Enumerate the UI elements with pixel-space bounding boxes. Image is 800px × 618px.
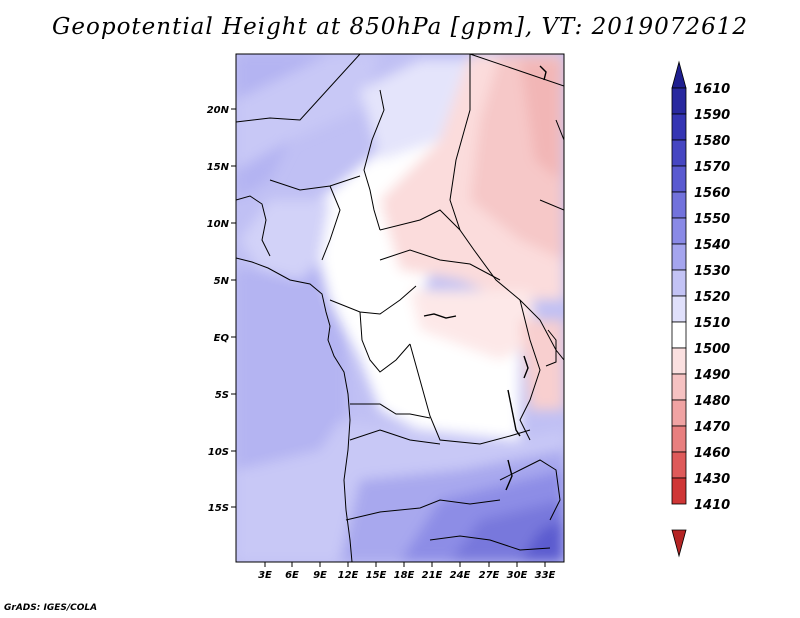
colorbar-level-label: 1490 bbox=[694, 368, 730, 383]
colorbar-cells bbox=[671, 87, 687, 505]
colorbar-level-label: 1470 bbox=[694, 420, 730, 435]
colorbar-level-label: 1510 bbox=[694, 316, 730, 331]
lat-label: EQ bbox=[214, 333, 230, 344]
lat-ticks bbox=[231, 108, 236, 508]
lon-label: 9E bbox=[313, 570, 327, 581]
lat-label: 15N bbox=[207, 162, 230, 173]
colorbar-labels: 1610 1590 1580 1570 1560 1550 1540 1530 1520 1510… bbox=[694, 82, 730, 513]
lat-labels: 20N 15N 10N 5N EQ 5S 10S 15S bbox=[207, 105, 230, 514]
colorbar-level-label: 1590 bbox=[694, 108, 730, 123]
lon-labels: 3E 6E 9E 12E 15E 18E 21E 24E 27E 30E 33E bbox=[258, 570, 555, 581]
lon-label: 6E bbox=[285, 570, 299, 581]
lat-label: 10N bbox=[207, 219, 230, 230]
colorbar-level-label: 1540 bbox=[694, 238, 730, 253]
colorbar-cell bbox=[671, 321, 687, 349]
lon-label: 30E bbox=[507, 570, 528, 581]
lat-label: 20N bbox=[207, 105, 230, 116]
lon-ticks bbox=[264, 562, 546, 567]
colorbar-level-label: 1560 bbox=[694, 186, 730, 201]
geopotential-field bbox=[236, 54, 564, 562]
colorbar-cell bbox=[671, 477, 687, 505]
colorbar-level-label: 1430 bbox=[694, 472, 730, 487]
colorbar-cell bbox=[671, 347, 687, 375]
colorbar-cell bbox=[671, 165, 687, 193]
colorbar-level-label: 1460 bbox=[694, 446, 730, 461]
colorbar-cell bbox=[671, 139, 687, 167]
colorbar-cell bbox=[671, 425, 687, 453]
colorbar-cell bbox=[671, 451, 687, 479]
lon-label: 12E bbox=[338, 570, 359, 581]
lat-label: 10S bbox=[208, 447, 229, 458]
colorbar-cell bbox=[671, 269, 687, 297]
lon-label: 3E bbox=[258, 570, 272, 581]
lat-label: 5N bbox=[214, 276, 230, 287]
map-title: Geopotential Height at 850hPa [gpm], VT:… bbox=[52, 14, 748, 40]
colorbar-cell bbox=[671, 373, 687, 401]
colorbar-cell bbox=[671, 217, 687, 245]
colorbar-level-label: 1500 bbox=[694, 342, 730, 357]
colorbar-cell bbox=[671, 191, 687, 219]
colorbar-cell bbox=[671, 87, 687, 115]
colorbar-level-label: 1610 bbox=[694, 82, 730, 97]
colorbar-level-label: 1410 bbox=[694, 498, 730, 513]
lon-label: 27E bbox=[479, 570, 500, 581]
colorbar-level-label: 1580 bbox=[694, 134, 730, 149]
colorbar-cell bbox=[671, 399, 687, 427]
colorbar-level-label: 1530 bbox=[694, 264, 730, 279]
colorbar-cell bbox=[671, 295, 687, 323]
lat-label: 15S bbox=[208, 503, 229, 514]
lon-label: 24E bbox=[450, 570, 471, 581]
colorbar-bottom-triangle bbox=[671, 529, 687, 558]
lon-label: 33E bbox=[535, 570, 556, 581]
colorbar: 1610 1590 1580 1570 1560 1550 1540 1530 1520 1510… bbox=[671, 60, 730, 558]
colorbar-level-label: 1570 bbox=[694, 160, 730, 175]
colorbar-level-label: 1550 bbox=[694, 212, 730, 227]
lon-label: 15E bbox=[366, 570, 387, 581]
credit-label: GrADS: IGES/COLA bbox=[4, 603, 98, 613]
map-frame bbox=[235, 53, 565, 563]
colorbar-level-label: 1520 bbox=[694, 290, 730, 305]
colorbar-cell bbox=[671, 113, 687, 141]
colorbar-top-triangle bbox=[671, 60, 687, 89]
colorbar-cell bbox=[671, 243, 687, 271]
lon-label: 21E bbox=[422, 570, 443, 581]
lon-label: 18E bbox=[394, 570, 415, 581]
colorbar-level-label: 1480 bbox=[694, 394, 730, 409]
lat-label: 5S bbox=[215, 390, 229, 401]
